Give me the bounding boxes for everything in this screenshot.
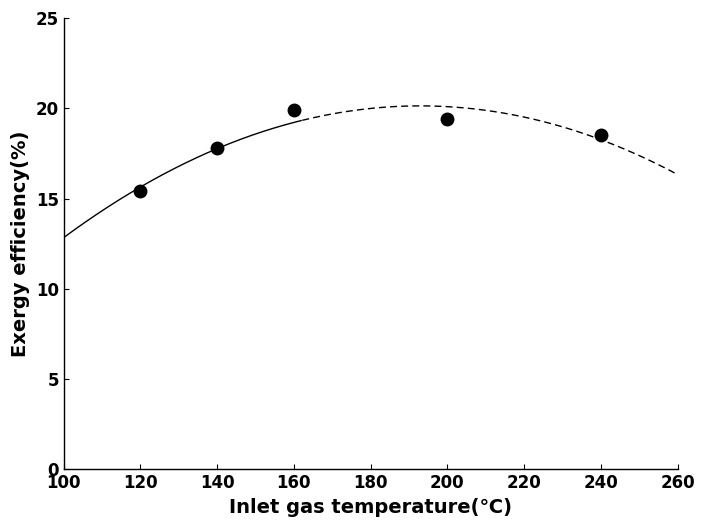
Point [288,106,299,115]
Point [212,144,223,152]
Point [135,187,146,196]
Point [442,115,453,124]
Y-axis label: Exergy efficiency(%): Exergy efficiency(%) [11,130,30,357]
Point [595,131,606,140]
X-axis label: Inlet gas temperature(℃): Inlet gas temperature(℃) [229,498,512,517]
